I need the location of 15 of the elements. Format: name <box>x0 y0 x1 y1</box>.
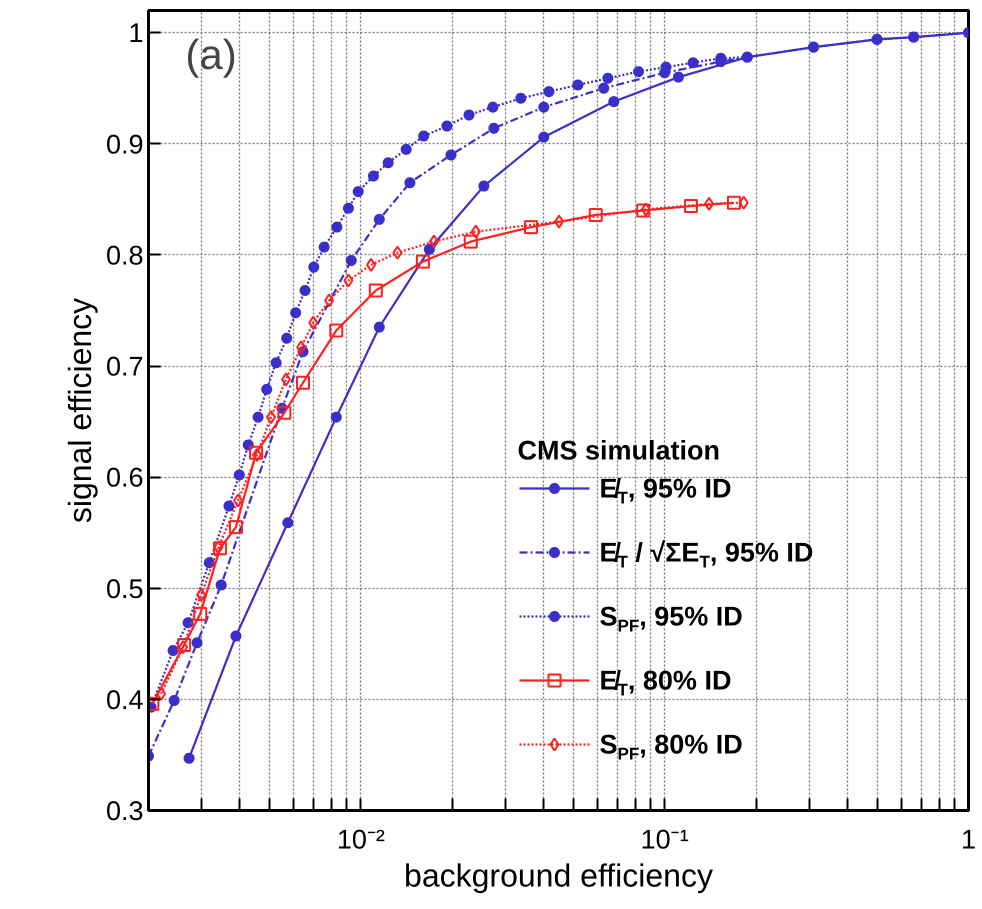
x-tick-label: 10⁻² <box>336 824 385 854</box>
y-tick-label: 0.3 <box>106 796 144 826</box>
y-tick-label: 0.7 <box>106 352 144 382</box>
annotation: (a) <box>185 31 237 78</box>
y-tick-label: 0.9 <box>106 129 144 160</box>
y-tick-label: 0.8 <box>106 240 144 270</box>
y-tick-label: 0.6 <box>106 462 144 493</box>
y-tick-label: 1 <box>128 18 144 48</box>
x-tick-label: 10⁻¹ <box>640 824 689 854</box>
y-tick-label: 0.4 <box>106 684 144 715</box>
x-axis-title: background efficiency <box>404 858 713 894</box>
y-tick-label: 0.5 <box>106 574 144 604</box>
x-tick-label: 1 <box>960 824 976 854</box>
y-axis-title: signal efficiency <box>62 298 98 524</box>
legend-title: CMS simulation <box>518 436 720 466</box>
